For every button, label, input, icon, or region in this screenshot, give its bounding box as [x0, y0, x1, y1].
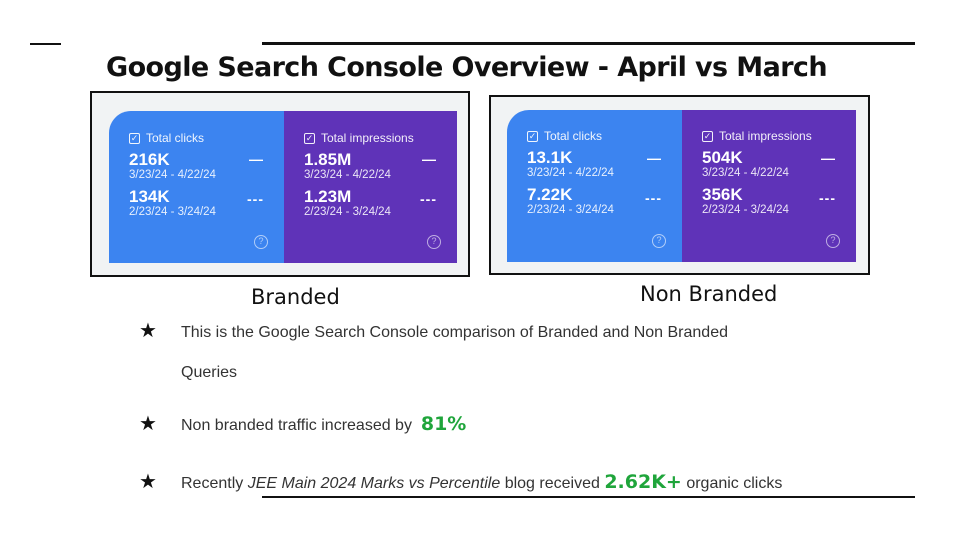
dashed-line-legend: ---: [645, 190, 662, 206]
previous-value: 134K: [129, 187, 170, 206]
current-value: 216K: [129, 150, 170, 169]
card-label: Total impressions: [321, 131, 414, 145]
previous-value: 7.22K: [527, 185, 573, 204]
bullet-2: ★ Non branded traffic increased by 81%: [139, 411, 466, 436]
non-branded-screenshot: ✓ Total clicks 13.1K 3/23/24 - 4/22/24 7.…: [489, 95, 870, 275]
help-icon: ?: [254, 235, 268, 249]
star-bullet-icon: ★: [139, 413, 157, 435]
checkbox-icon: ✓: [702, 130, 713, 142]
page-title: Google Search Console Overview - April v…: [106, 52, 828, 83]
previous-value: 1.23M: [304, 187, 352, 206]
blog-title: JEE Main 2024 Marks vs Percentile: [247, 475, 501, 492]
current-range: 3/23/24 - 4/22/24: [527, 167, 614, 179]
card-label: Total impressions: [719, 129, 812, 143]
help-icon: ?: [427, 235, 441, 249]
highlight-clicks: 2.62K+: [604, 471, 682, 493]
non-branded-caption: Non Branded: [640, 282, 778, 306]
top-rule: [262, 42, 915, 45]
dashed-line-legend: ---: [247, 191, 264, 207]
clicks-card: ✓ Total clicks 13.1K 3/23/24 - 4/22/24 7.…: [507, 110, 682, 262]
checkbox-icon: ✓: [527, 130, 538, 142]
dashed-line-legend: ---: [420, 191, 437, 207]
star-bullet-icon: ★: [139, 471, 157, 493]
clicks-card: ✓ Total clicks 216K 3/23/24 - 4/22/24 134…: [109, 111, 284, 263]
previous-range: 2/23/24 - 3/24/24: [702, 204, 789, 216]
card-label: Total clicks: [146, 131, 205, 145]
current-range: 3/23/24 - 4/22/24: [304, 169, 391, 181]
branded-screenshot: ✓ Total clicks 216K 3/23/24 - 4/22/24 134…: [90, 91, 470, 277]
solid-line-legend: —: [422, 151, 437, 167]
help-icon: ?: [826, 234, 840, 248]
highlight-percent: 81%: [420, 413, 467, 435]
checkbox-icon: ✓: [129, 132, 140, 144]
impressions-card: ✓ Total impressions 1.85M 3/23/24 - 4/22/…: [284, 111, 457, 263]
bullet-1: ★ This is the Google Search Console comp…: [139, 318, 728, 343]
bullet-text: blog received: [504, 475, 600, 492]
star-bullet-icon: ★: [139, 320, 157, 342]
bullet-text: Queries: [181, 364, 238, 381]
current-value: 504K: [702, 148, 743, 167]
card-label: Total clicks: [544, 129, 603, 143]
bullet-text: organic clicks: [686, 475, 783, 492]
short-rule: [30, 43, 61, 45]
bottom-rule: [262, 496, 915, 498]
current-range: 3/23/24 - 4/22/24: [702, 167, 789, 179]
bullet-text: This is the Google Search Console compar…: [181, 324, 728, 341]
dashed-line-legend: ---: [819, 190, 836, 206]
solid-line-legend: —: [249, 151, 264, 167]
bullet-1-continued: Queries: [181, 364, 237, 382]
solid-line-legend: —: [647, 150, 662, 166]
solid-line-legend: —: [821, 150, 836, 166]
help-icon: ?: [652, 234, 666, 248]
checkbox-icon: ✓: [304, 132, 315, 144]
bullet-text: Non branded traffic increased by: [181, 417, 412, 434]
previous-range: 2/23/24 - 3/24/24: [304, 206, 391, 218]
bullet-text: Recently: [181, 475, 244, 492]
current-value: 13.1K: [527, 148, 573, 167]
branded-caption: Branded: [251, 285, 340, 309]
previous-range: 2/23/24 - 3/24/24: [527, 204, 614, 216]
previous-value: 356K: [702, 185, 743, 204]
current-range: 3/23/24 - 4/22/24: [129, 169, 216, 181]
current-value: 1.85M: [304, 150, 352, 169]
previous-range: 2/23/24 - 3/24/24: [129, 206, 216, 218]
impressions-card: ✓ Total impressions 504K 3/23/24 - 4/22/2…: [682, 110, 856, 262]
bullet-3: ★ Recently JEE Main 2024 Marks vs Percen…: [139, 469, 782, 494]
